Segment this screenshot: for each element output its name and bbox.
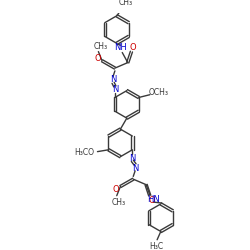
Text: N: N [112, 85, 118, 94]
Text: OCH₃: OCH₃ [149, 88, 169, 98]
Text: N: N [110, 75, 116, 84]
Text: N: N [129, 154, 136, 162]
Text: H₃C: H₃C [149, 242, 163, 250]
Text: O: O [94, 54, 101, 64]
Text: CH₃: CH₃ [112, 198, 126, 206]
Text: O: O [130, 42, 136, 51]
Text: CH₃: CH₃ [93, 42, 107, 50]
Text: O: O [112, 185, 119, 194]
Text: N: N [132, 164, 138, 173]
Text: O: O [148, 196, 155, 205]
Text: CH₃: CH₃ [119, 0, 133, 8]
Text: NH: NH [114, 44, 127, 52]
Text: H₃CO: H₃CO [75, 148, 95, 157]
Text: HN: HN [147, 195, 160, 204]
